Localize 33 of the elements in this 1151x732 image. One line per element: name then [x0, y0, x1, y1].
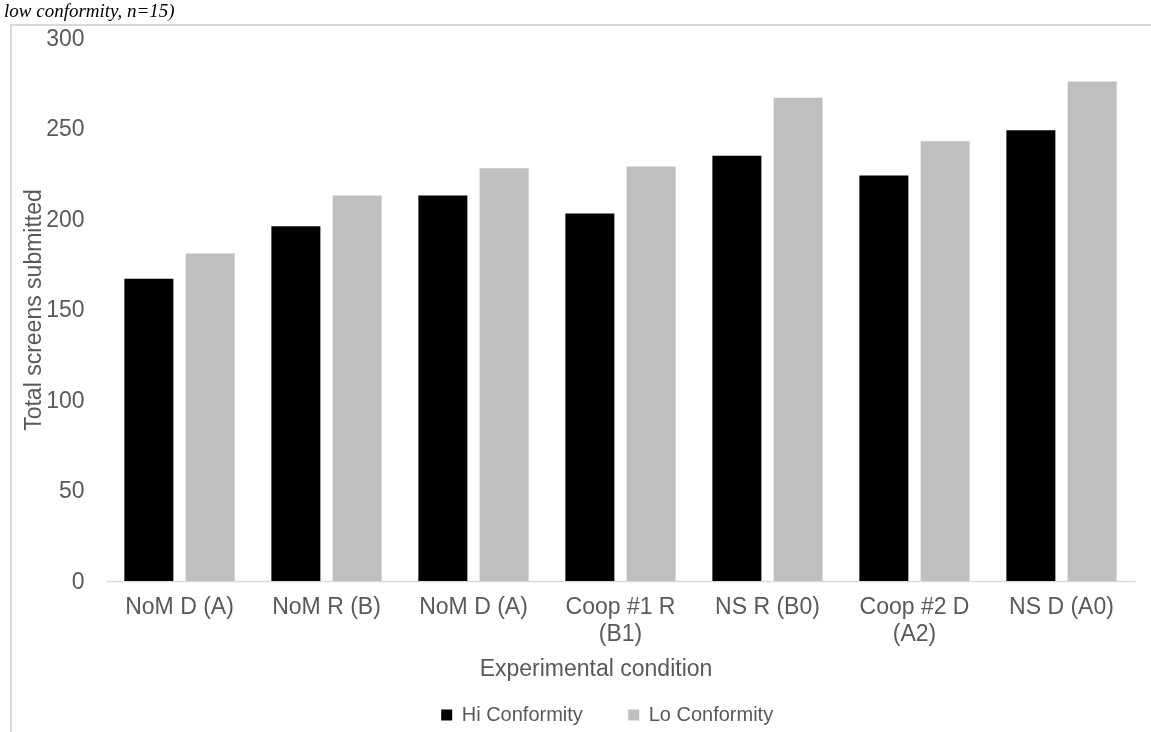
x-tick-label: NS D (A0) [1009, 592, 1114, 619]
y-axis-title: Total screens submitted [19, 189, 46, 431]
y-tick-label: 0 [71, 567, 85, 594]
bar [1067, 81, 1117, 581]
legend-label: Hi Conformity [461, 703, 583, 725]
bar [479, 168, 529, 581]
bar [124, 278, 174, 581]
bar [859, 175, 909, 581]
bar [1006, 130, 1056, 581]
bar [565, 213, 615, 581]
x-tick-label: NoM R (B) [272, 592, 381, 619]
bar [332, 195, 382, 581]
x-tick-label: NS R (B0) [715, 592, 820, 619]
y-tick-label: 200 [46, 205, 85, 232]
bar [626, 166, 676, 581]
bar [712, 155, 762, 581]
bar [418, 195, 468, 581]
bar [271, 226, 321, 581]
x-tick-label: Coop #2 D (A2) [859, 592, 970, 646]
y-tick-label: 250 [46, 115, 85, 141]
x-tick-label: NoM D (A) [125, 592, 234, 619]
y-tick-label: 150 [46, 296, 85, 322]
y-tick-label: 100 [46, 386, 85, 413]
bar [185, 253, 235, 581]
bar [773, 97, 823, 581]
bar [920, 141, 970, 581]
x-tick-label: Coop #1 R (B1) [565, 592, 676, 646]
x-axis-title: Experimental condition [479, 654, 713, 681]
legend-label: Lo Conformity [648, 703, 774, 725]
text: low conformity, n=15) [4, 0, 175, 22]
x-tick-label: NoM D (A) [419, 592, 528, 619]
y-tick-label: 300 [46, 24, 85, 51]
y-tick-label: 50 [58, 477, 85, 503]
